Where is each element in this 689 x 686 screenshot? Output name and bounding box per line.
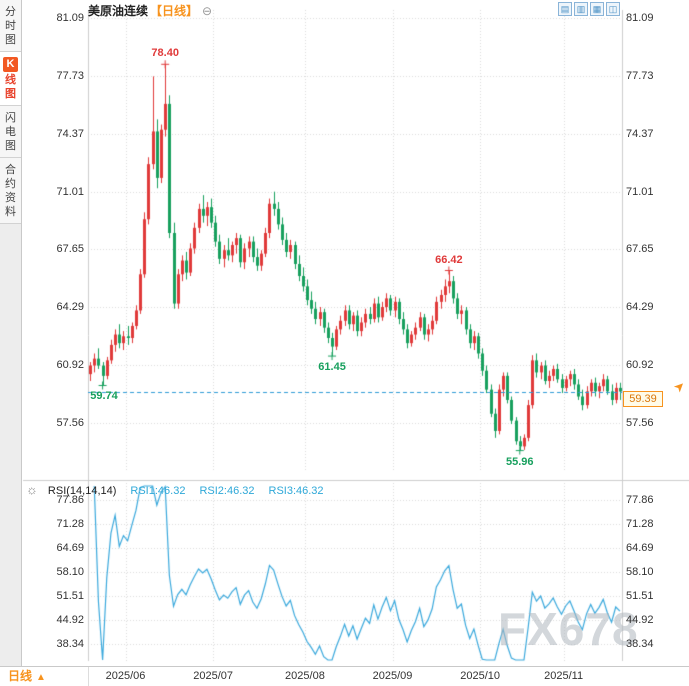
sidebar-tab-char: 资 bbox=[5, 192, 16, 204]
rsi-y-axis-label: 71.28 bbox=[56, 517, 84, 530]
rsi-value-label: RSI2:46.32 bbox=[199, 485, 255, 497]
x-axis-label: 2025/08 bbox=[285, 670, 325, 682]
main-y-axis-label: 74.37 bbox=[56, 127, 84, 140]
main-y-axis-label: 60.92 bbox=[626, 359, 654, 372]
main-y-axis-label: 60.92 bbox=[56, 359, 84, 372]
symbol-title: 美原油连续 bbox=[88, 4, 149, 18]
rsi-y-axis-label: 58.10 bbox=[626, 566, 654, 579]
rsi-y-axis-label: 44.92 bbox=[626, 614, 654, 627]
rsi-value-label: RSI1:46.32 bbox=[130, 485, 186, 497]
sidebar-tab-char: 线 bbox=[5, 74, 16, 86]
x-axis-label: 2025/09 bbox=[372, 670, 413, 682]
rsi-y-axis-label: 77.86 bbox=[56, 494, 84, 506]
rsi-y-axis-label: 58.10 bbox=[56, 566, 84, 579]
sidebar-tab-char: 图 bbox=[5, 88, 16, 100]
sidebar-tab-timeshare[interactable]: 分时图 bbox=[0, 0, 21, 52]
sidebar-tab-char: 合 bbox=[5, 164, 16, 176]
main-y-axis-label: 77.73 bbox=[626, 69, 654, 82]
period-tab-label: 日线 bbox=[8, 669, 33, 683]
sidebar-tab-char: 时 bbox=[5, 20, 16, 32]
triangle-up-icon: ▲ bbox=[36, 672, 46, 683]
sidebar-tab-char: K bbox=[3, 57, 18, 72]
sidebar-tab-lightning[interactable]: 闪电图 bbox=[0, 106, 21, 158]
main-y-axis-label: 64.29 bbox=[626, 301, 654, 314]
main-y-axis-label: 81.09 bbox=[56, 12, 84, 24]
rsi-y-axis-label: 71.28 bbox=[626, 517, 654, 530]
current-price-label: 59.39 bbox=[623, 390, 663, 407]
main-y-axis-label: 77.73 bbox=[56, 69, 84, 82]
x-axis-label: 2025/07 bbox=[193, 670, 234, 682]
sidebar-tab-char: 闪 bbox=[5, 112, 16, 124]
x-axis-label: 2025/06 bbox=[105, 670, 146, 682]
rsi-header: ☼ RSI(14,14,14) RSI1:46.32 RSI2:46.32 RSI3:4… bbox=[26, 482, 324, 497]
main-y-axis-label: 64.29 bbox=[56, 301, 84, 314]
rsi-y-axis-label: 51.51 bbox=[56, 590, 84, 603]
indicator-settings-icon[interactable]: ☼ bbox=[26, 482, 38, 497]
area-chart-icon[interactable]: ◫ bbox=[606, 2, 620, 16]
price-annotation: 61.45 bbox=[318, 361, 346, 374]
main-y-axis-label: 71.01 bbox=[56, 185, 84, 198]
sidebar-tab-char: 约 bbox=[5, 178, 16, 190]
rsi-y-axis-label: 64.69 bbox=[626, 541, 654, 554]
chart-titlebar: 美原油连续 【日线】 ⊖ bbox=[88, 2, 212, 18]
rsi-y-axis-label: 77.86 bbox=[626, 494, 654, 506]
sidebar-tab-char: 料 bbox=[5, 206, 16, 218]
price-annotation: 59.74 bbox=[90, 390, 118, 403]
main-y-axis-label: 67.65 bbox=[626, 243, 654, 256]
rsi-y-axis-label: 44.92 bbox=[56, 614, 84, 627]
watermark: FX678 bbox=[498, 603, 639, 655]
candlestick-chart-icon[interactable]: ▥ bbox=[574, 2, 588, 16]
x-axis-label: 2025/10 bbox=[460, 670, 501, 682]
rsi-y-axis-label: 38.34 bbox=[626, 638, 654, 651]
rsi-y-axis-label: 51.51 bbox=[626, 590, 654, 603]
main-y-axis-label: 67.65 bbox=[56, 243, 84, 256]
rsi-y-axis-label: 38.34 bbox=[56, 638, 84, 651]
x-axis-label: 2025/11 bbox=[544, 670, 584, 682]
x-axis-bar: 日线 ▲ 2025/06 2025/07 2025/08 2025/09 2025/10 2… bbox=[0, 666, 689, 686]
main-y-axis-label: 57.56 bbox=[56, 417, 84, 430]
rsi-values: RSI1:46.32 RSI2:46.32 RSI3:46.32 bbox=[116, 485, 323, 497]
rsi-y-axis-label: 64.69 bbox=[56, 541, 84, 554]
main-y-axis-label: 71.01 bbox=[626, 185, 654, 198]
rsi-label: RSI(14,14,14) bbox=[47, 485, 117, 497]
price-annotation: 66.42 bbox=[435, 253, 463, 266]
period-tab[interactable]: 日线 ▲ bbox=[0, 667, 89, 686]
period-tag: 【日线】 bbox=[150, 4, 199, 18]
sidebar-tab-char: 分 bbox=[5, 6, 16, 18]
main-y-axis-label: 81.09 bbox=[626, 12, 654, 24]
price-annotation: 55.96 bbox=[506, 455, 534, 468]
price-annotation: 78.40 bbox=[151, 47, 179, 60]
chart-canvas[interactable] bbox=[0, 0, 689, 666]
main-y-axis-label: 57.56 bbox=[626, 417, 654, 430]
collapse-icon[interactable]: ⊖ bbox=[202, 4, 213, 18]
chart-toolbar: ▤ ▥ ▦ ◫ bbox=[556, 2, 620, 16]
sidebar-tab-char: 电 bbox=[5, 126, 16, 138]
rsi-value-label: RSI3:46.32 bbox=[268, 485, 324, 497]
sidebar-tab-char: 图 bbox=[5, 34, 16, 46]
main-y-axis-label: 74.37 bbox=[626, 127, 654, 140]
sidebar-tab-contract-info[interactable]: 合约资料 bbox=[0, 158, 21, 224]
sidebar-tab-char: 图 bbox=[5, 140, 16, 152]
line-chart-icon[interactable]: ▦ bbox=[590, 2, 604, 16]
bar-chart-icon[interactable]: ▤ bbox=[558, 2, 572, 16]
